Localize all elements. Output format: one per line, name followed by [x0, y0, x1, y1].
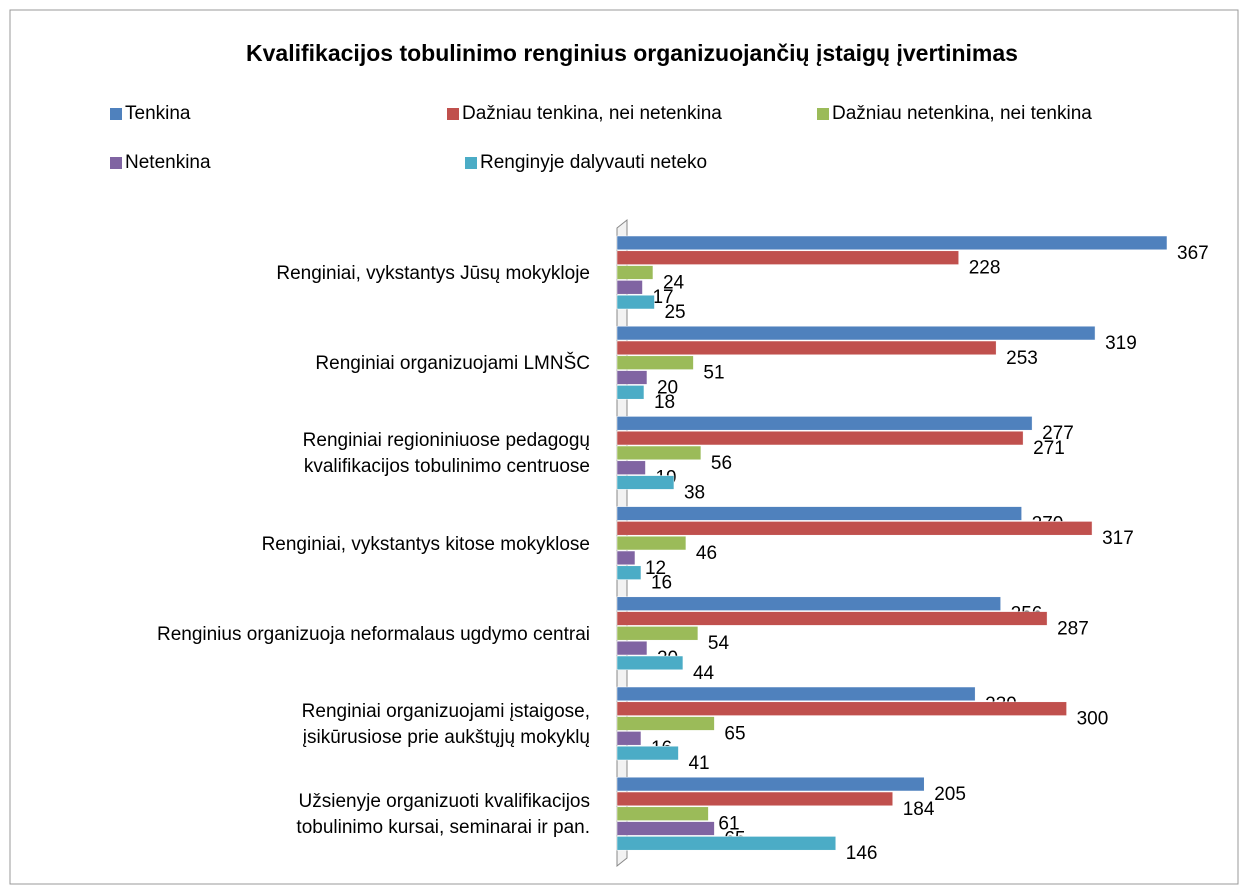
category-label: Renginiai regioniniuose pedagogų kvalifi…	[302, 430, 590, 478]
data-label: 41	[688, 753, 709, 774]
bar	[616, 416, 1033, 431]
data-label: 287	[1057, 618, 1089, 639]
bar	[616, 640, 648, 656]
data-label: 61	[718, 814, 739, 835]
bar	[616, 370, 648, 385]
bar	[616, 294, 655, 310]
data-label: 277	[1042, 423, 1074, 444]
data-label: 24	[663, 272, 685, 293]
category-label: Renginiai organizuojami įstaigose, įsikū…	[301, 701, 590, 748]
bar	[616, 821, 715, 836]
data-label: 46	[696, 543, 717, 564]
bar	[616, 701, 1067, 716]
data-label: 25	[664, 302, 685, 323]
data-label: 12	[645, 558, 666, 579]
data-label: 54	[708, 633, 730, 654]
bar	[616, 250, 959, 265]
data-label: 44	[693, 663, 715, 684]
legend-label: Renginyje dalyvauti neteko	[480, 152, 707, 173]
bar	[616, 550, 636, 566]
legend-swatch	[465, 157, 477, 169]
data-label: 18	[654, 392, 675, 413]
bar	[616, 475, 675, 490]
bar	[616, 445, 702, 461]
bar	[616, 791, 893, 807]
chart-title: Kvalifikacijos tobulinimo renginius orga…	[246, 40, 1018, 66]
bar	[616, 506, 1022, 521]
category-label: Užsienyje organizuoti kvalifikacijos tob…	[296, 791, 590, 839]
bar	[616, 836, 837, 851]
legend-label: Netenkina	[125, 152, 211, 173]
bar	[616, 265, 654, 280]
data-label: 317	[1102, 528, 1134, 549]
legend-swatch	[110, 108, 122, 120]
legend-swatch	[110, 157, 122, 169]
data-label: 65	[724, 723, 745, 744]
bar	[616, 731, 642, 746]
bar	[616, 686, 976, 702]
legend-swatch	[817, 108, 829, 120]
bar	[616, 596, 1001, 611]
data-label: 271	[1033, 438, 1065, 459]
data-label: 16	[651, 573, 672, 594]
bar	[616, 385, 645, 400]
data-label: 17	[652, 287, 673, 308]
data-label: 56	[711, 453, 732, 474]
data-label: 38	[684, 482, 705, 503]
bar	[616, 626, 699, 641]
bar	[616, 655, 684, 671]
bar	[616, 611, 1048, 626]
data-label: 51	[703, 363, 724, 384]
bar	[616, 521, 1093, 536]
data-label: 253	[1006, 348, 1038, 369]
legend-label: Dažniau tenkina, nei netenkina	[462, 103, 722, 124]
bar	[616, 535, 687, 551]
data-label: 184	[903, 799, 935, 820]
bar	[616, 460, 646, 475]
category-label: Renginiai organizuojami LMNŠC	[315, 353, 590, 375]
bar	[616, 430, 1024, 446]
data-label: 300	[1077, 709, 1109, 730]
bar	[616, 565, 642, 580]
legend-swatch	[447, 108, 459, 120]
bar	[616, 806, 709, 821]
bar	[616, 745, 679, 761]
category-label: Renginius organizuoja neformalaus ugdymo…	[156, 623, 590, 645]
data-label: 146	[846, 843, 878, 864]
data-label: 319	[1105, 333, 1137, 354]
bar	[616, 355, 694, 370]
bar	[616, 776, 925, 792]
data-label: 367	[1177, 243, 1209, 264]
category-label: Renginiai, vykstantys kitose mokyklose	[261, 533, 590, 555]
legend-label: Tenkina	[125, 103, 191, 124]
bar	[616, 325, 1096, 341]
category-label: Renginiai, vykstantys Jūsų mokykloje	[276, 263, 590, 284]
bar	[616, 716, 715, 731]
legend-label: Dažniau netenkina, nei tenkina	[832, 103, 1092, 124]
bar	[616, 340, 997, 356]
bar	[616, 235, 1168, 251]
bar	[616, 280, 643, 295]
data-label: 228	[969, 258, 1001, 279]
data-label: 205	[934, 784, 966, 805]
data-label: 20	[657, 377, 678, 398]
